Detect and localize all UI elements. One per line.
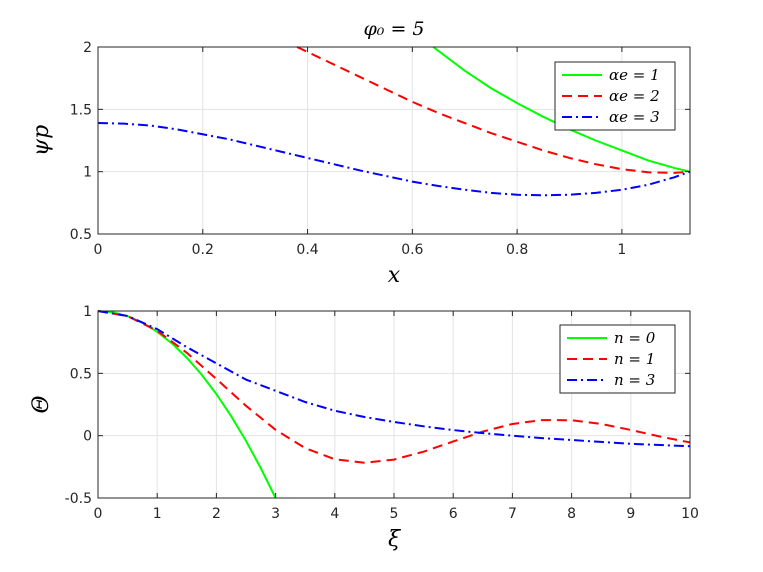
y-tick-label: 2 — [83, 40, 92, 56]
y-tick-label: 1 — [83, 304, 92, 320]
series-line-2 — [98, 310, 690, 464]
x-tick-label: 8 — [567, 506, 576, 522]
legend-box — [554, 61, 676, 131]
legend-label-2: αe = 2 — [609, 87, 660, 105]
axes-frame — [97, 46, 691, 235]
x-tick-label: 0.8 — [506, 242, 528, 258]
x-tick-label: 10 — [681, 506, 699, 522]
legend: n = 0 n = 1 n = 3 — [559, 324, 676, 394]
x-axis-label: ξ — [388, 527, 402, 552]
series-line-3 — [98, 122, 690, 197]
y-tick-label: 0.5 — [70, 366, 92, 382]
x-axis-label: x — [388, 263, 401, 288]
legend-box — [559, 324, 676, 394]
legend-label-2: n = 1 — [614, 350, 655, 368]
legend-label-3: n = 3 — [614, 371, 655, 389]
series-line-3 — [98, 310, 690, 448]
x-tick-label: 0 — [94, 506, 103, 522]
x-tick-label: 6 — [449, 506, 458, 522]
x-tick-label: 7 — [508, 506, 517, 522]
x-tick-label: 1 — [617, 242, 626, 258]
y-axis-label: ψp — [29, 125, 54, 156]
x-tick-label: 9 — [626, 506, 635, 522]
x-tick-label: 4 — [330, 506, 339, 522]
y-axis-label: Θ — [29, 395, 54, 413]
legend: αe = 1 αe = 2 αe = 3 — [554, 61, 676, 131]
legend-label-3: αe = 3 — [609, 108, 660, 126]
x-tick-label: 2 — [212, 506, 221, 522]
legend-label-1: αe = 1 — [609, 66, 660, 84]
chart-title: φ₀ = 5 — [363, 18, 424, 40]
series-line-2 — [296, 46, 690, 174]
x-tick-label: 0.4 — [296, 242, 318, 258]
x-tick-label: 0.2 — [192, 242, 214, 258]
legend-label-1: n = 0 — [614, 329, 656, 347]
series-line-1 — [98, 310, 277, 499]
x-tick-label: 5 — [390, 506, 399, 522]
y-tick-label: 0.5 — [70, 227, 92, 243]
y-tick-label: 0 — [83, 429, 92, 445]
x-tick-label: 0 — [94, 242, 103, 258]
y-tick-label: -0.5 — [65, 491, 92, 507]
x-tick-label: 0.6 — [401, 242, 423, 258]
x-tick-label: 1 — [153, 506, 162, 522]
y-tick-label: 1 — [83, 165, 92, 181]
x-tick-label: 3 — [271, 506, 280, 522]
y-tick-label: 1.5 — [70, 102, 92, 118]
